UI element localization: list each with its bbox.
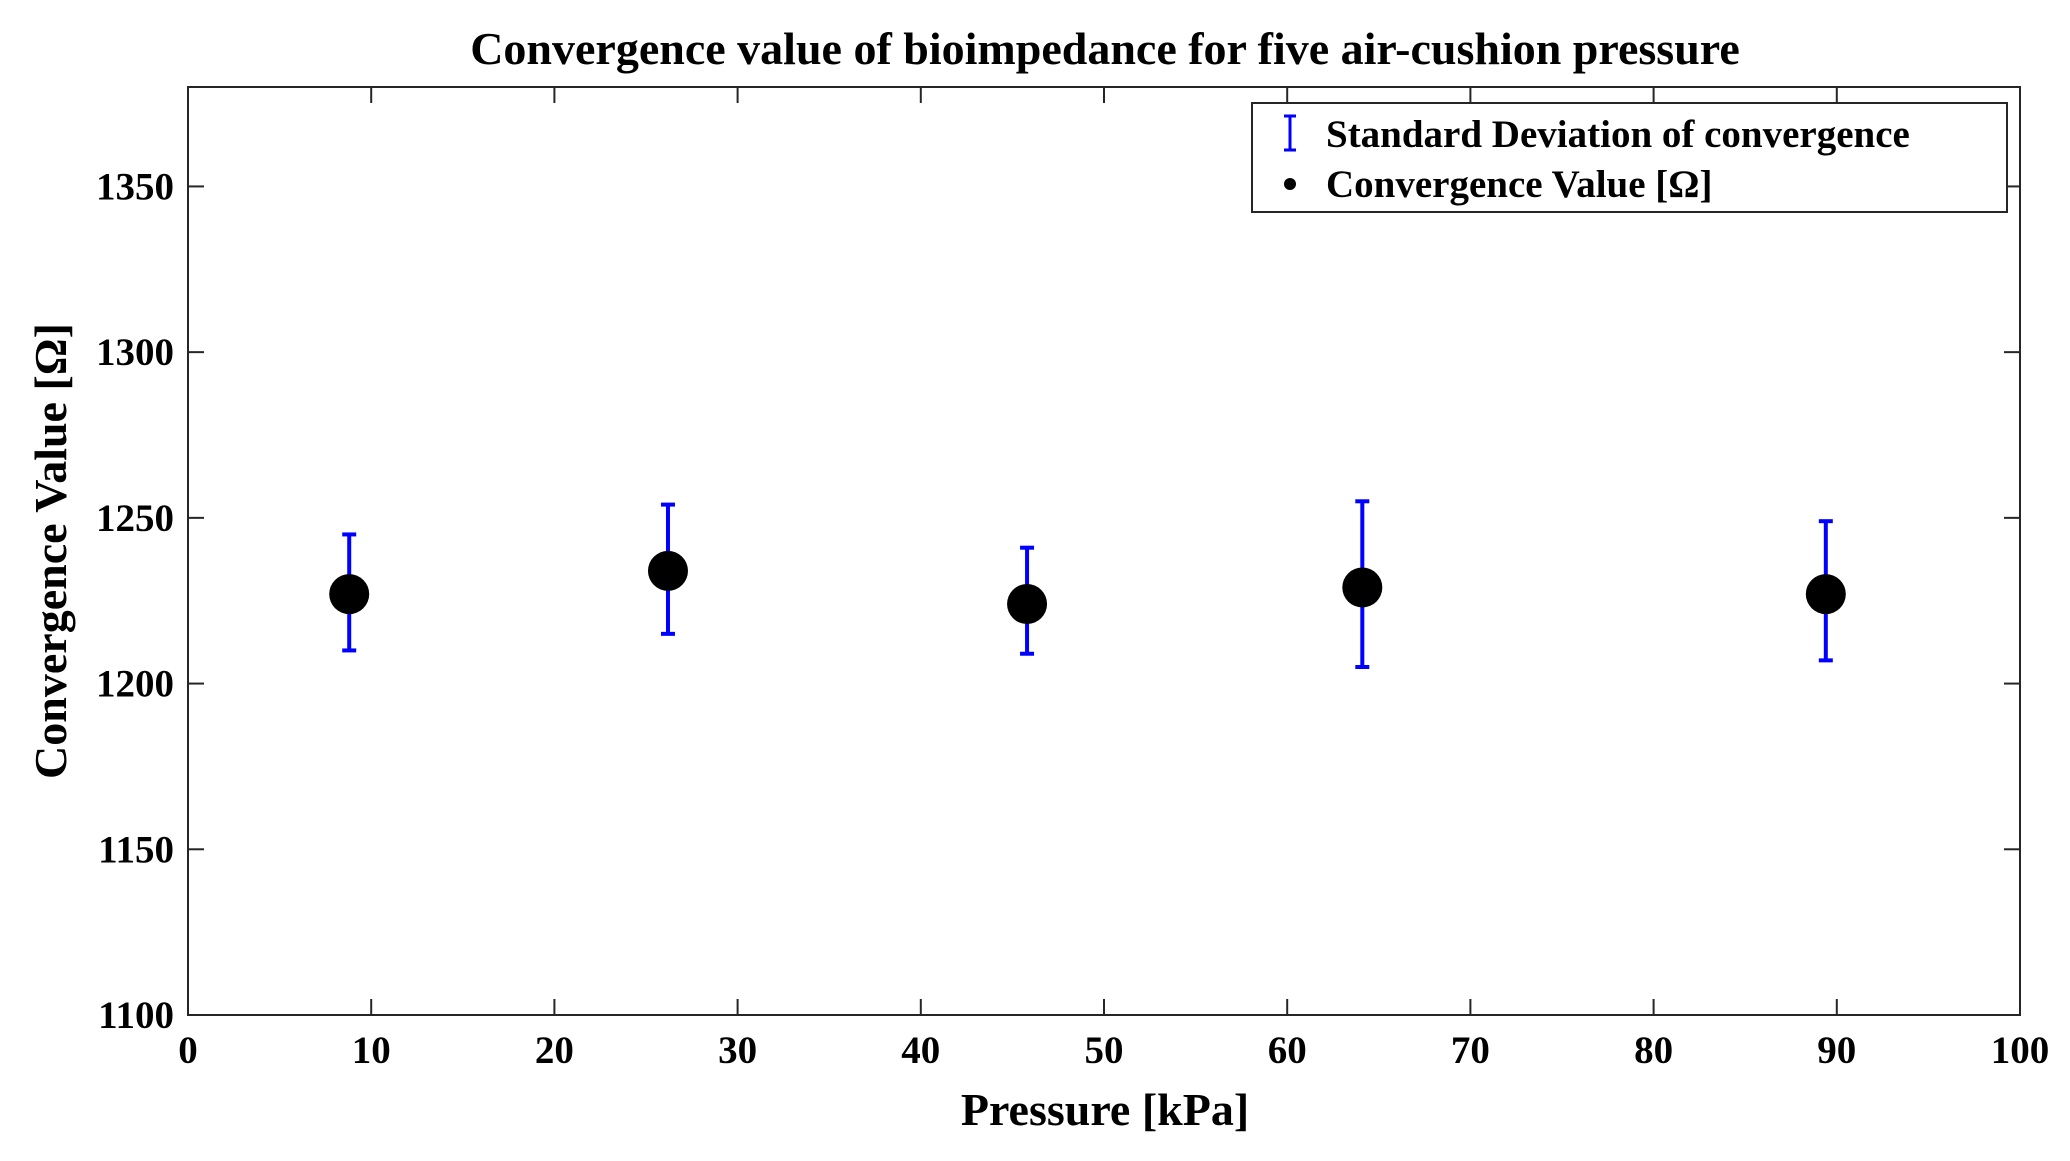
y-tick-label: 1100 [98, 994, 174, 1037]
x-tick-label: 70 [1451, 1029, 1490, 1072]
x-tick-label: 100 [1991, 1029, 2050, 1072]
y-tick-label: 1150 [98, 828, 174, 871]
x-axis-label: Pressure [kPa] [961, 1084, 1249, 1135]
x-axis-ticks: 0 10 20 30 40 50 60 70 80 90 100 [178, 87, 2049, 1072]
y-axis-ticks: 1100 1150 1200 1250 1300 1350 [96, 165, 2020, 1037]
x-tick-label: 10 [352, 1029, 391, 1072]
x-tick-label: 20 [535, 1029, 574, 1072]
y-tick-label: 1250 [96, 497, 174, 540]
legend-errorbar-icon [1284, 114, 1296, 152]
plot-area [187, 86, 2021, 1016]
y-axis-label: Convergence Value [Ω] [25, 323, 76, 779]
x-tick-label: 60 [1268, 1029, 1307, 1072]
legend-label-std-dev: Standard Deviation of convergence [1326, 113, 1910, 156]
x-tick-label: 50 [1085, 1029, 1124, 1072]
x-tick-label: 40 [901, 1029, 940, 1072]
y-tick-label: 1300 [96, 331, 174, 374]
x-tick-label: 30 [718, 1029, 757, 1072]
data-point [1007, 584, 1048, 625]
y-tick-label: 1350 [96, 165, 174, 208]
data-point [1342, 567, 1383, 608]
x-tick-label: 0 [178, 1029, 198, 1072]
x-tick-label: 90 [1817, 1029, 1856, 1072]
x-tick-label: 80 [1634, 1029, 1673, 1072]
legend-label-convergence: Convergence Value [Ω] [1326, 163, 1713, 206]
legend-box [1251, 102, 2008, 213]
y-tick-label: 1200 [96, 663, 174, 706]
data-point [1805, 574, 1846, 615]
legend-marker-icon [1284, 178, 1296, 190]
data-point [647, 550, 688, 591]
data-point [329, 574, 370, 615]
chart-title: Convergence value of bioimpedance for fi… [470, 23, 1740, 74]
data-marks [329, 499, 1846, 669]
legend: Standard Deviation of convergence Conver… [1251, 102, 2008, 213]
